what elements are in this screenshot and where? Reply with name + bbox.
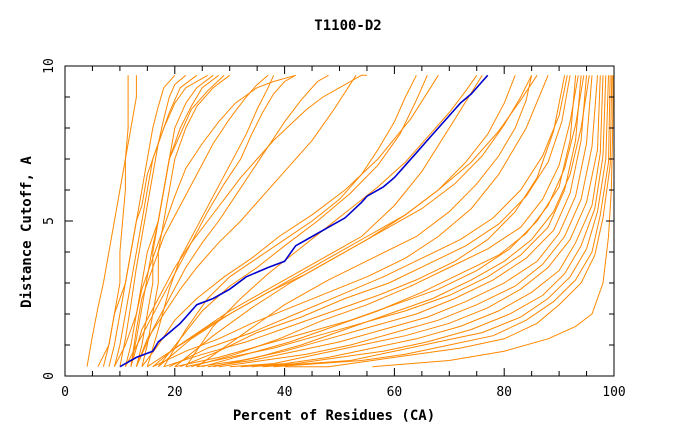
- series-line-35: [180, 75, 571, 368]
- series-line-38: [213, 75, 590, 368]
- series-line-13: [135, 75, 357, 367]
- series-line-25: [196, 75, 587, 368]
- series-line-16: [124, 74, 296, 367]
- y-axis-title: Distance Cutoff, A: [19, 156, 35, 308]
- highlight-series-line: [119, 74, 489, 368]
- series-line-34: [169, 75, 568, 368]
- series-line-5: [113, 74, 208, 367]
- series-line-28: [229, 75, 601, 368]
- x-tick-label-60: 60: [387, 385, 403, 400]
- series-line-2: [86, 75, 137, 367]
- series-line-4: [108, 74, 176, 367]
- chart-title: T1100-D2: [314, 18, 381, 34]
- x-tick-label-100: 100: [602, 385, 625, 400]
- y-tick-label-0: 0: [42, 372, 57, 380]
- series-line-6: [119, 74, 187, 367]
- x-tick-label-0: 0: [61, 385, 69, 400]
- series-line-21: [152, 75, 549, 368]
- series-line-36: [191, 75, 579, 368]
- series-line-9: [135, 74, 225, 367]
- x-tick-label-40: 40: [277, 385, 293, 400]
- series-line-23: [174, 75, 577, 368]
- series-layer: [86, 74, 614, 368]
- series-line-14: [141, 75, 439, 368]
- series-line-20: [130, 74, 367, 367]
- x-tick-label-80: 80: [496, 385, 512, 400]
- series-line-43: [372, 75, 614, 368]
- series-line-27: [218, 75, 598, 368]
- series-line-22: [163, 75, 566, 368]
- series-line-41: [174, 75, 516, 368]
- series-line-15: [152, 75, 483, 368]
- series-line-42: [196, 75, 533, 368]
- highlight-layer: [119, 74, 489, 368]
- series-line-11: [130, 74, 269, 367]
- series-line-33: [284, 75, 613, 368]
- series-line-31: [262, 75, 609, 368]
- series-line-32: [273, 75, 611, 368]
- x-axis-title: Percent of Residues (CA): [233, 408, 435, 424]
- series-line-3: [97, 74, 198, 367]
- series-line-17: [135, 74, 329, 367]
- series-line-30: [251, 75, 607, 368]
- series-line-24: [185, 75, 582, 368]
- series-line-39: [147, 75, 538, 368]
- series-line-19: [157, 75, 428, 368]
- y-tick-label-10: 10: [42, 58, 57, 74]
- y-axis: 0 5 10: [42, 58, 614, 380]
- series-line-12: [146, 75, 275, 367]
- series-line-18: [163, 75, 417, 367]
- series-line-1: [102, 75, 129, 367]
- series-line-45: [185, 75, 478, 367]
- x-tick-label-20: 20: [167, 385, 183, 400]
- series-line-44: [113, 74, 296, 367]
- series-line-40: [157, 75, 533, 368]
- series-line-10: [141, 74, 231, 367]
- y-tick-label-5: 5: [42, 217, 57, 225]
- x-axis: 0 20 40 60 80 100: [61, 66, 626, 400]
- series-line-37: [202, 75, 585, 368]
- series-line-29: [240, 75, 604, 368]
- series-line-26: [207, 75, 593, 368]
